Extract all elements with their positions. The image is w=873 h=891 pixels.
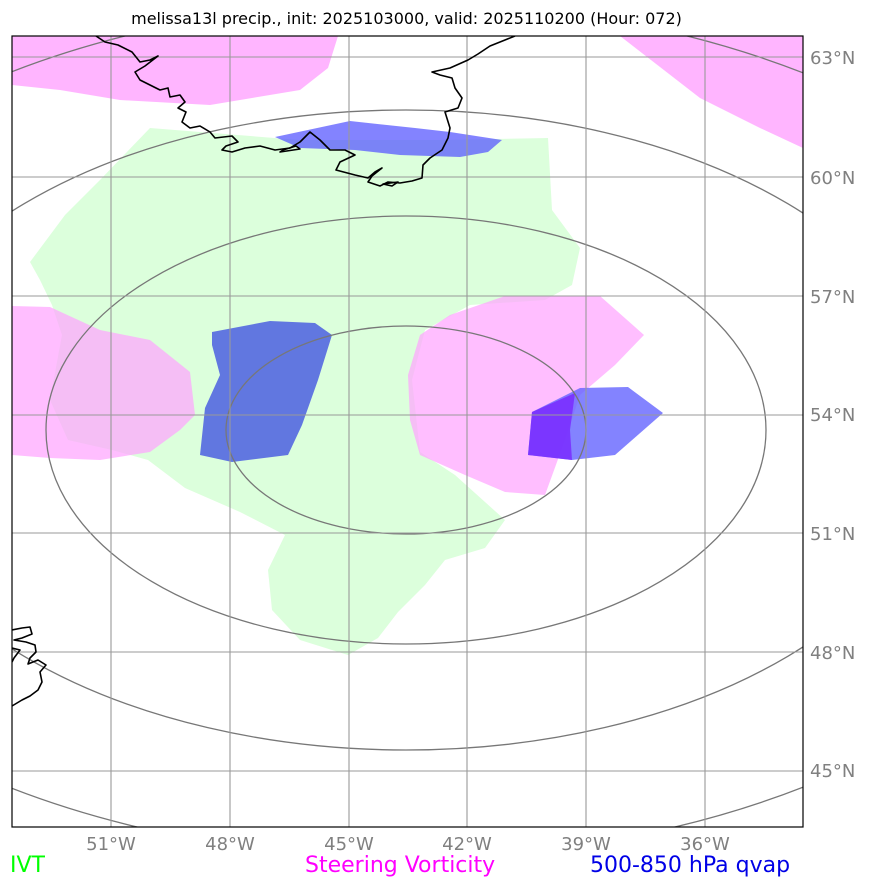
qvap-region: [275, 121, 502, 157]
coastline-greenland: [95, 36, 516, 187]
lat-label: 45°N: [810, 761, 855, 782]
lat-label: 60°N: [810, 168, 855, 189]
lat-label: 48°N: [810, 643, 855, 664]
lat-label: 63°N: [810, 48, 855, 69]
coastline-newfoundland: [12, 626, 47, 707]
lon-label: 45°W: [324, 834, 374, 855]
map-title: melissa13l precip., init: 2025103000, va…: [131, 9, 682, 28]
vorticity-region: [12, 306, 195, 460]
lon-label: 42°W: [442, 834, 492, 855]
vorticity-region: [620, 36, 803, 148]
legend-ivt: IVT: [10, 853, 45, 878]
qvap-region: [528, 393, 575, 460]
lon-label: 51°W: [86, 834, 136, 855]
lon-label: 48°W: [205, 834, 255, 855]
lat-label: 57°N: [810, 287, 855, 308]
legend-steering-vorticity: Steering Vorticity: [305, 853, 496, 878]
legend-qvap: 500-850 hPa qvap: [590, 853, 791, 878]
map-frame: [11, 35, 804, 828]
graticule: [12, 36, 803, 827]
lat-label: 54°N: [810, 405, 855, 426]
vorticity-region: [12, 36, 338, 105]
lat-label: 51°N: [810, 524, 855, 545]
lon-label: 39°W: [561, 834, 611, 855]
lon-label: 36°W: [680, 834, 730, 855]
qvap-region: [200, 321, 332, 462]
